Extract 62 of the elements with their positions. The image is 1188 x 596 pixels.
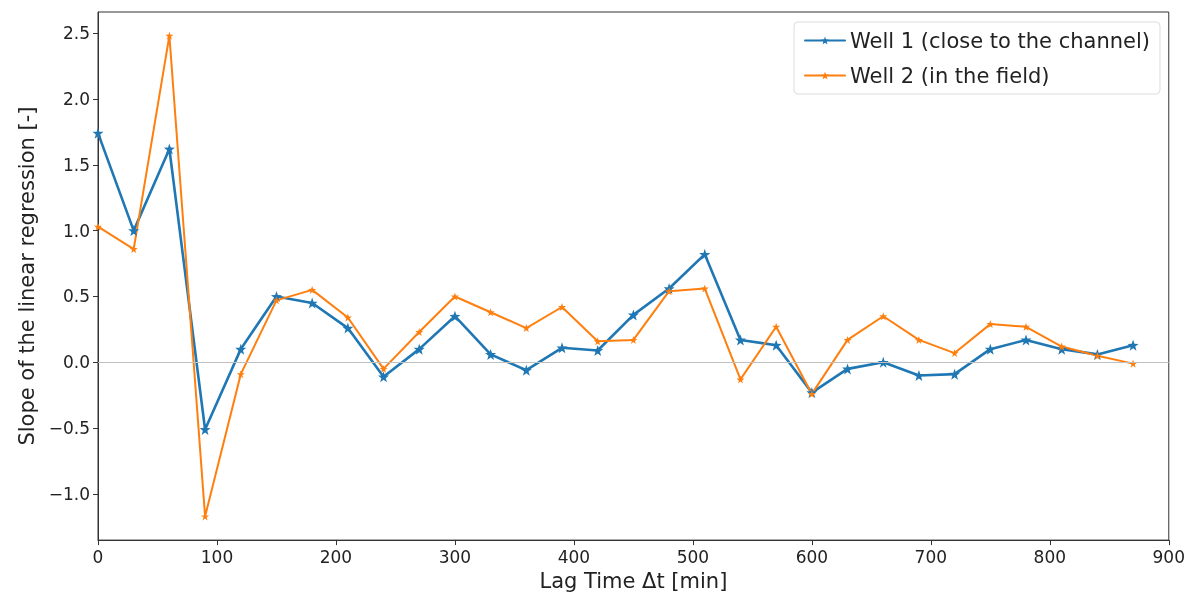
x-tick-label: 500: [676, 546, 710, 567]
point: [378, 371, 390, 383]
point: [734, 334, 746, 346]
point: [415, 328, 424, 337]
x-tick-label: 100: [200, 546, 234, 567]
point: [950, 349, 959, 358]
y-tick-label: 1.5: [62, 154, 90, 175]
legend-label: Well 1 (close to the channel): [850, 28, 1151, 53]
point: [843, 335, 852, 344]
point: [699, 248, 711, 260]
point: [342, 322, 354, 334]
point: [163, 143, 175, 155]
x-tick-label: 900: [1152, 546, 1185, 567]
x-tick-label: 600: [795, 546, 829, 567]
y-tick-label: −0.5: [48, 418, 90, 439]
y-tick-label: 0.5: [62, 286, 90, 307]
point: [913, 369, 925, 381]
point: [522, 324, 531, 333]
point: [1127, 339, 1139, 351]
point: [520, 364, 532, 376]
point: [413, 343, 425, 355]
point: [556, 342, 568, 354]
point: [129, 245, 138, 254]
point: [558, 303, 566, 311]
x-tick-label: 0: [92, 546, 104, 567]
point: [379, 364, 388, 373]
y-tick-label: 1.0: [62, 220, 90, 241]
y-tick-label: 2.0: [62, 88, 90, 109]
point: [94, 222, 102, 231]
x-tick-label: 800: [1033, 546, 1067, 567]
point: [1057, 342, 1066, 351]
point: [272, 296, 281, 305]
point: [128, 225, 140, 237]
point: [450, 292, 459, 301]
point: [736, 375, 745, 384]
point: [914, 335, 923, 344]
point: [485, 348, 497, 360]
point: [986, 320, 995, 329]
point: [949, 368, 961, 380]
point: [1022, 322, 1031, 331]
point: [593, 337, 602, 346]
point: [449, 310, 461, 322]
point: [235, 343, 247, 355]
point: [629, 335, 638, 344]
y-tick-label: 2.5: [62, 23, 90, 44]
point: [772, 322, 781, 331]
point: [627, 309, 639, 321]
point: [92, 127, 104, 139]
point: [236, 370, 245, 379]
point: [199, 423, 211, 435]
x-axis-title: Lag Time Δt [min]: [539, 568, 728, 593]
x-tick-label: 200: [319, 546, 353, 567]
x-tick-label: 300: [438, 546, 472, 567]
point: [486, 308, 495, 317]
y-tick-label: 0.0: [62, 352, 90, 373]
y-axis-title: Slope of the linear regression [-]: [15, 106, 40, 446]
x-tick-label: 700: [914, 546, 948, 567]
y-tick-label: −1.0: [48, 484, 90, 505]
point: [879, 312, 888, 321]
point: [308, 285, 317, 294]
legend-label: Well 2 (in the field): [850, 63, 1050, 88]
x-tick-label: 400: [557, 546, 591, 567]
